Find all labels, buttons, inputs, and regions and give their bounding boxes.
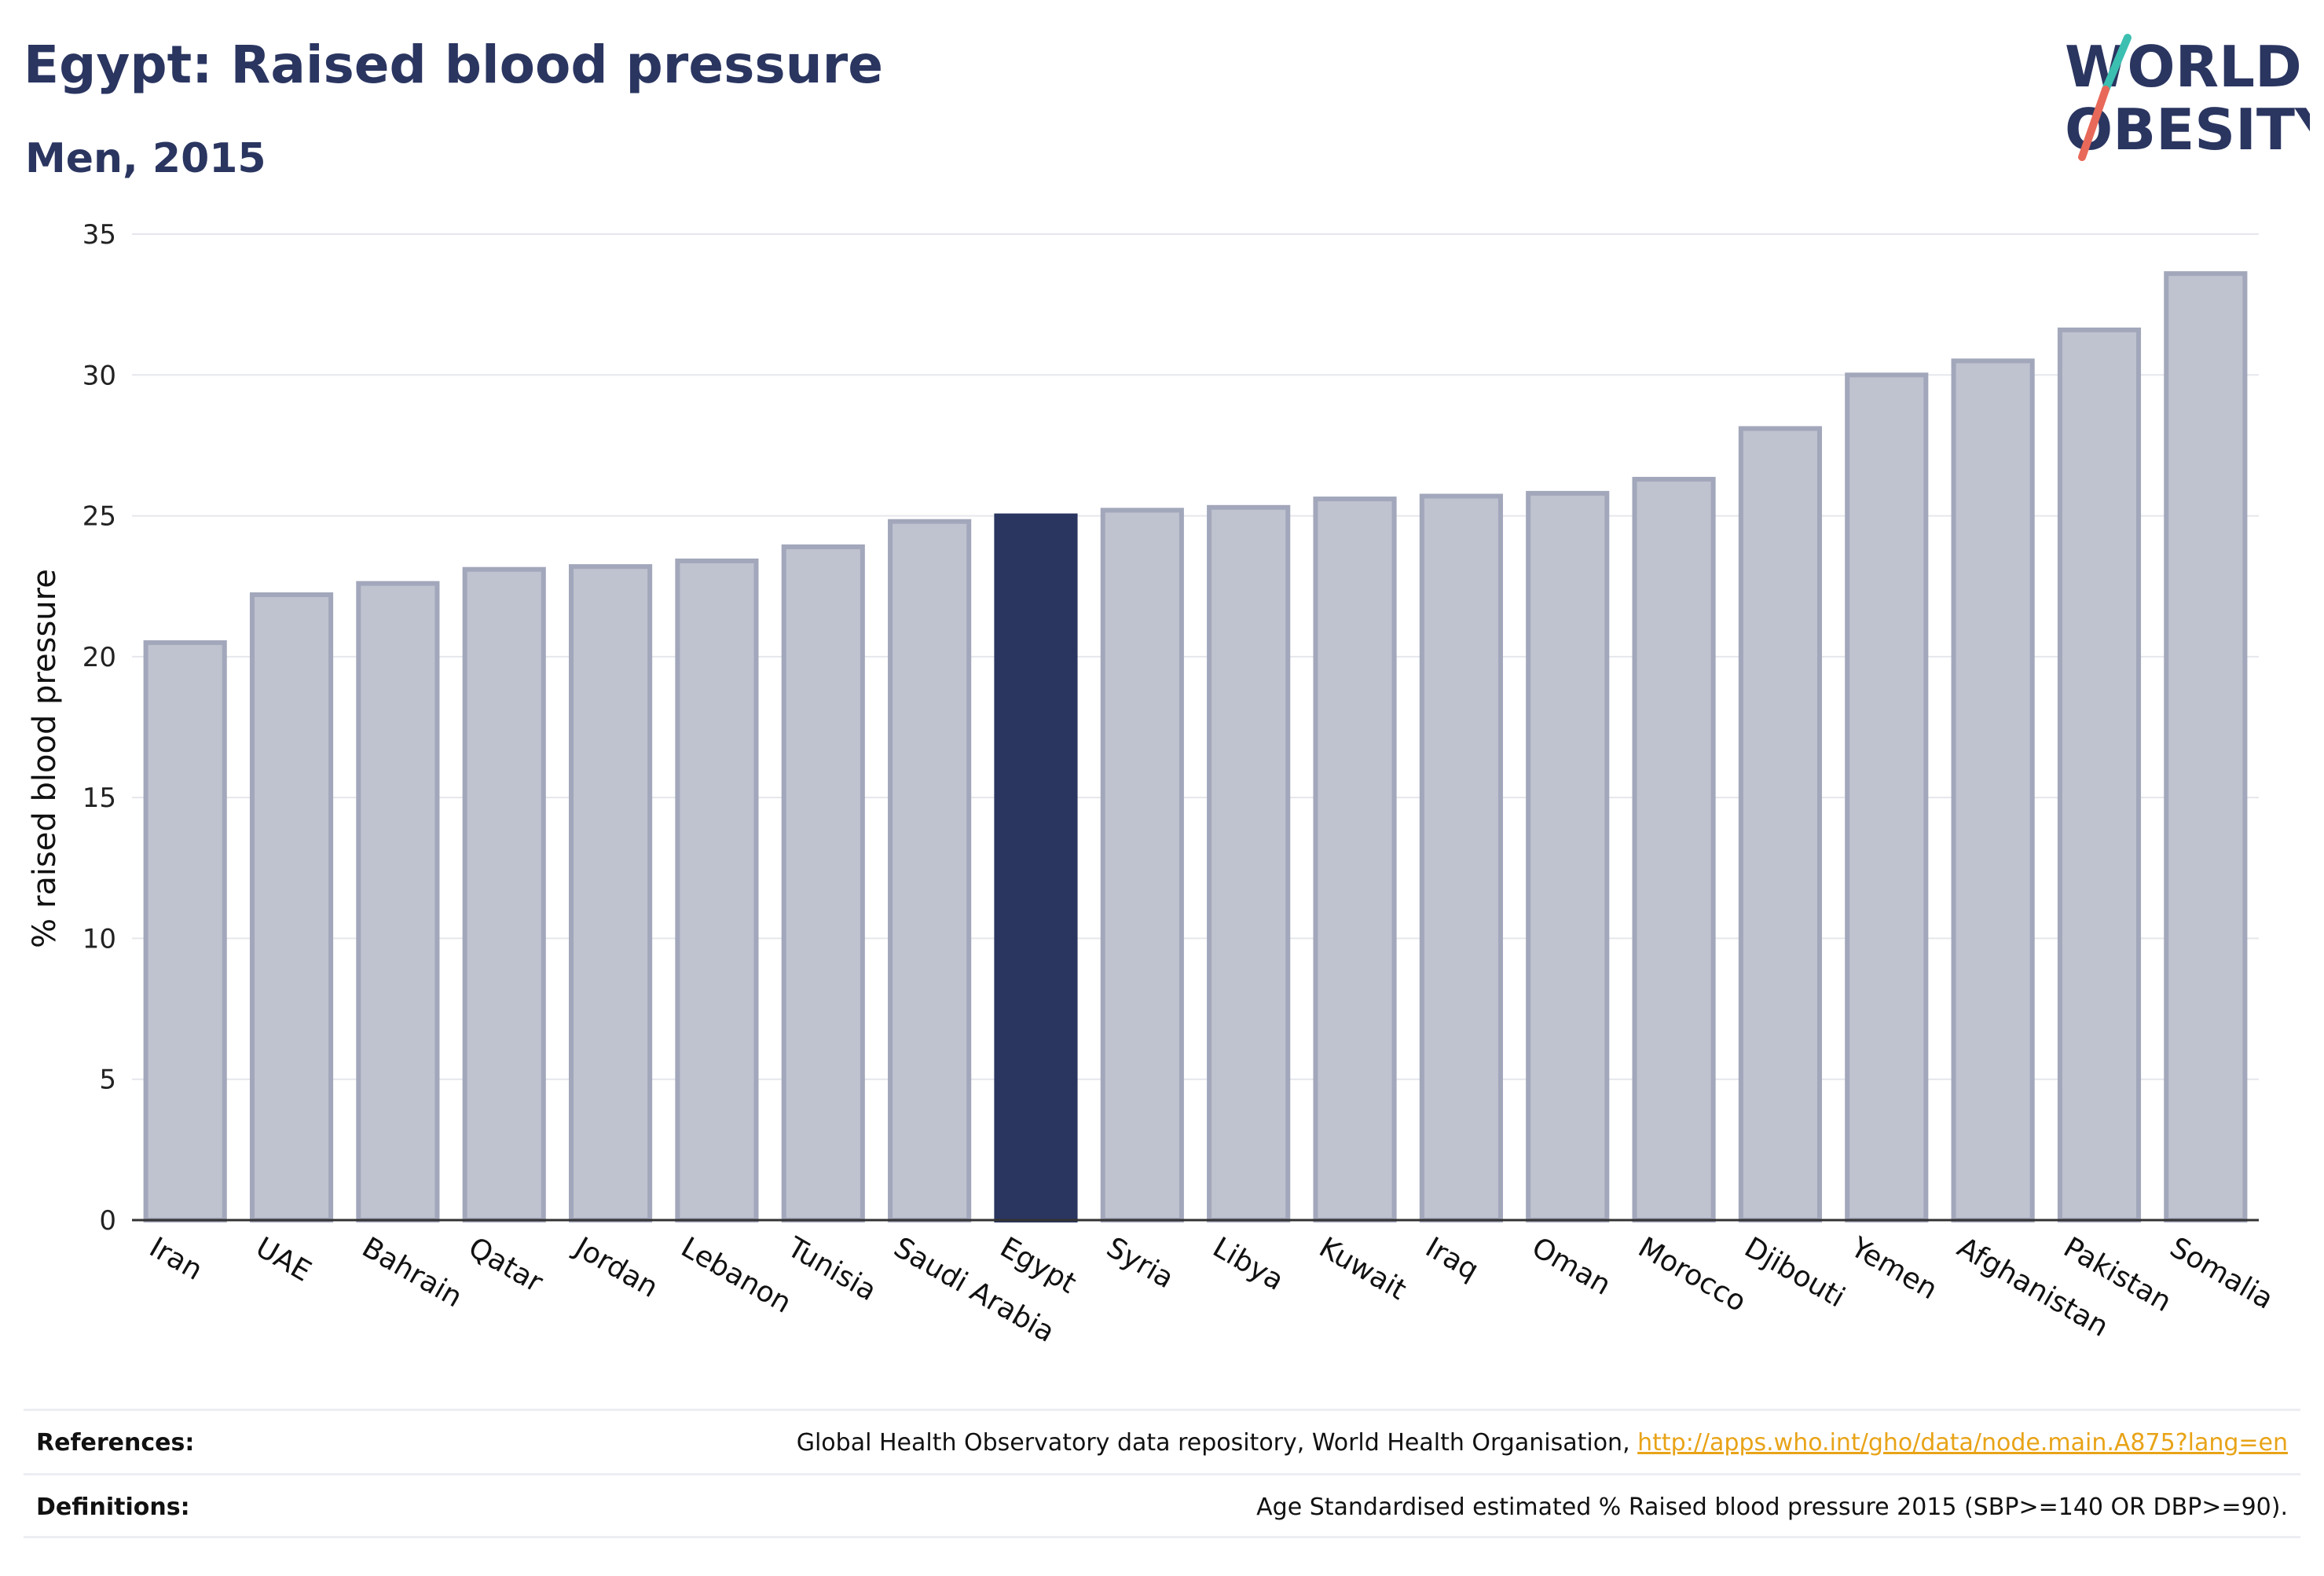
bar-syria (1100, 508, 1184, 1222)
bars (143, 271, 2248, 1223)
grid-lines (132, 233, 2259, 1080)
bar-saudi-arabia (888, 519, 972, 1222)
references-link[interactable]: http://apps.who.int/gho/data/node.main.A… (1637, 1428, 2288, 1457)
bar-egypt (994, 513, 1078, 1222)
bar-uae (249, 592, 334, 1222)
bar-iran (143, 640, 227, 1222)
bar-iraq (1419, 493, 1503, 1222)
x-tick-label: Morocco (1633, 1231, 1751, 1318)
definitions-text: Age Standardised estimated % Raised bloo… (1256, 1493, 2288, 1521)
logo-word-obesity: OBESITY (2065, 97, 2310, 163)
x-tick-label: Djibouti (1739, 1231, 1849, 1314)
x-tick-label: Kuwait (1314, 1231, 1412, 1307)
x-tick-label: Qatar (463, 1231, 548, 1299)
footer-bottom-rule (24, 1536, 2300, 1538)
definitions-label: Definitions: (36, 1493, 190, 1521)
x-tick-label: Iraq (1420, 1231, 1483, 1287)
x-tick-label: Bahrain (357, 1231, 467, 1314)
y-tick-label: 10 (82, 923, 116, 955)
references-label: References: (36, 1428, 195, 1457)
world-obesity-logo: WORLD OBESITY (2065, 34, 2310, 163)
y-axis-ticks: 0 5 10 15 20 25 30 35 (82, 219, 116, 1237)
bar-jordan (568, 564, 653, 1222)
x-tick-label: Somalia (2165, 1231, 2278, 1316)
chart-subtitle: Men, 2015 (25, 135, 266, 182)
x-tick-label: Egypt (995, 1231, 1081, 1299)
y-axis-label: % raised blood pressure (27, 569, 63, 948)
bar-yemen (1845, 372, 1929, 1222)
x-tick-label: Syria (1101, 1231, 1178, 1295)
bar-pakistan (2057, 327, 2142, 1222)
x-tick-label: Lebanon (676, 1231, 797, 1320)
x-tick-label: Libya (1208, 1231, 1289, 1297)
x-tick-label: Iran (144, 1231, 207, 1287)
y-tick-label: 30 (82, 360, 116, 391)
bar-djibouti (1738, 426, 1823, 1222)
definitions-row: Definitions: Age Standardised estimated … (24, 1473, 2300, 1538)
x-tick-label: Oman (1527, 1231, 1616, 1302)
chart-title: Egypt: Raised blood pressure (24, 35, 883, 95)
x-tick-label: Jordan (568, 1230, 663, 1304)
logo-slash-teal (2102, 34, 2132, 93)
y-tick-label: 5 (99, 1065, 116, 1096)
y-tick-label: 15 (82, 783, 116, 814)
x-tick-label: Tunisia (781, 1231, 882, 1307)
references-text-wrapper: Global Health Observatory data repositor… (797, 1429, 2300, 1457)
references-row: References: Global Health Observatory da… (24, 1409, 2300, 1474)
y-tick-label: 0 (99, 1205, 116, 1237)
bar-lebanon (675, 558, 759, 1222)
bar-tunisia (781, 544, 865, 1222)
bar-oman (1526, 490, 1610, 1222)
bar-kuwait (1313, 497, 1397, 1222)
y-tick-label: 20 (82, 642, 116, 673)
bar-libya (1207, 504, 1291, 1222)
x-tick-label: UAE (251, 1231, 317, 1288)
y-tick-label: 25 (82, 501, 116, 533)
bar-qatar (462, 566, 546, 1222)
y-tick-label: 35 (82, 219, 116, 251)
x-tick-label: Yemen (1845, 1231, 1943, 1307)
bar-somalia (2164, 271, 2248, 1223)
bar-bahrain (356, 581, 440, 1222)
references-text: Global Health Observatory data repositor… (796, 1428, 1638, 1457)
logo-slash-red (2078, 86, 2110, 161)
bar-afghanistan (1951, 358, 2035, 1222)
bar-morocco (1632, 476, 1716, 1222)
